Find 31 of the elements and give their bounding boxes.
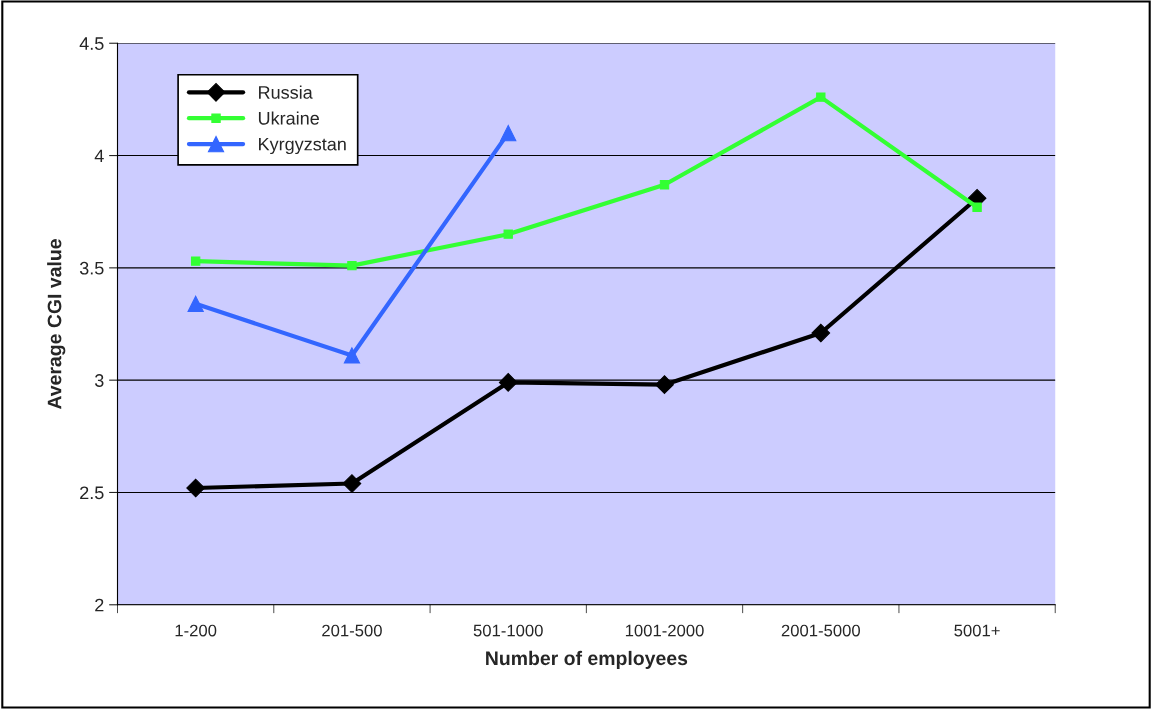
point xyxy=(655,375,674,395)
legend-label: Ukraine xyxy=(258,111,319,125)
point xyxy=(972,202,982,212)
point xyxy=(816,92,826,102)
legend-label: Kyrgyzstan xyxy=(259,137,346,155)
y-tick-label: 2.5 xyxy=(80,486,104,500)
point xyxy=(342,474,362,493)
x-tick-label: 201-500 xyxy=(322,624,382,637)
point xyxy=(811,323,831,343)
point xyxy=(659,180,670,190)
x-tick-label: 1001-2000 xyxy=(625,624,704,637)
point xyxy=(186,478,206,498)
x-tick-label: 1-200 xyxy=(175,624,217,637)
x-tick-label: 501-1000 xyxy=(473,624,543,637)
point xyxy=(187,295,204,312)
y-tick-label: 4 xyxy=(94,149,104,163)
y-axis-title: Average CGI value xyxy=(47,239,66,410)
x-tick-label: 5001+ xyxy=(954,624,1000,637)
x-tick-label: 2001-5000 xyxy=(781,624,860,637)
point xyxy=(500,124,517,142)
legend-label: Russia xyxy=(259,85,313,99)
point xyxy=(347,260,357,271)
point xyxy=(503,229,513,239)
point xyxy=(190,256,201,266)
y-tick-label: 3.5 xyxy=(79,261,104,275)
point xyxy=(498,373,518,392)
y-tick-label: 3 xyxy=(94,374,104,387)
x-axis-title: Number of employees xyxy=(486,650,688,669)
y-tick-label: 4.5 xyxy=(79,37,104,50)
point xyxy=(343,347,361,364)
y-tick-label: 2 xyxy=(95,598,104,612)
